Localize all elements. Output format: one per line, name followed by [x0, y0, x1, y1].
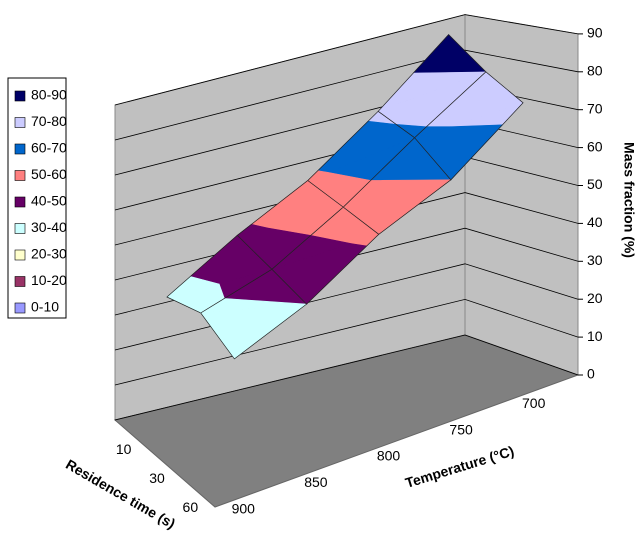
depth-axis-title: Residence time (s) — [63, 456, 178, 532]
legend-label: 20-30 — [31, 246, 67, 262]
grid-line — [114, 298, 579, 386]
z-tick-label: 0 — [587, 366, 595, 382]
legend-swatch — [14, 223, 26, 234]
legend-swatch — [14, 170, 26, 181]
z-tick-label: 70 — [587, 100, 603, 116]
z-tick-label: 10 — [587, 328, 603, 344]
legend-swatch — [14, 302, 26, 314]
depth-tick-label: 30 — [149, 470, 165, 486]
legend-label: 50-60 — [31, 166, 67, 182]
z-tick-label: 80 — [587, 63, 603, 79]
z-tick-label: 50 — [587, 176, 603, 192]
legend-label: 60-70 — [31, 140, 67, 156]
z-axis-title: Mass fraction (%) — [621, 142, 637, 258]
legend-label: 70-80 — [31, 113, 67, 129]
legend-label: 10-20 — [31, 272, 67, 288]
legend-swatch — [14, 117, 26, 128]
z-tick-label: 30 — [587, 252, 603, 268]
z-tick-label: 40 — [587, 214, 603, 230]
legend-swatch — [14, 276, 26, 287]
legend-swatch — [14, 143, 26, 155]
grid-line — [114, 334, 579, 421]
x-tick-label: 800 — [377, 448, 401, 464]
depth-tick-label: 10 — [116, 441, 132, 457]
grid-line — [114, 14, 579, 106]
z-tick-label: 60 — [587, 138, 603, 154]
legend-label: 30-40 — [31, 219, 67, 235]
depth-tick-label: 60 — [183, 499, 199, 515]
legend-label: 80-90 — [31, 87, 67, 103]
x-axis-title: Temperature (°C) — [403, 443, 515, 491]
grid-line — [114, 49, 579, 141]
legend-label: 40-50 — [31, 193, 67, 209]
x-tick-label: 900 — [232, 501, 256, 517]
z-tick-label: 20 — [587, 290, 603, 306]
legend-swatch — [14, 249, 26, 261]
legend-label: 0-10 — [31, 299, 59, 315]
legend-swatch — [14, 90, 26, 102]
x-tick-label: 750 — [449, 421, 473, 437]
z-tick-label: 90 — [587, 25, 603, 41]
x-tick-label: 850 — [304, 474, 328, 490]
surface-cell-edge — [414, 71, 524, 181]
x-tick-label: 700 — [522, 395, 546, 411]
legend-swatch — [14, 196, 26, 208]
